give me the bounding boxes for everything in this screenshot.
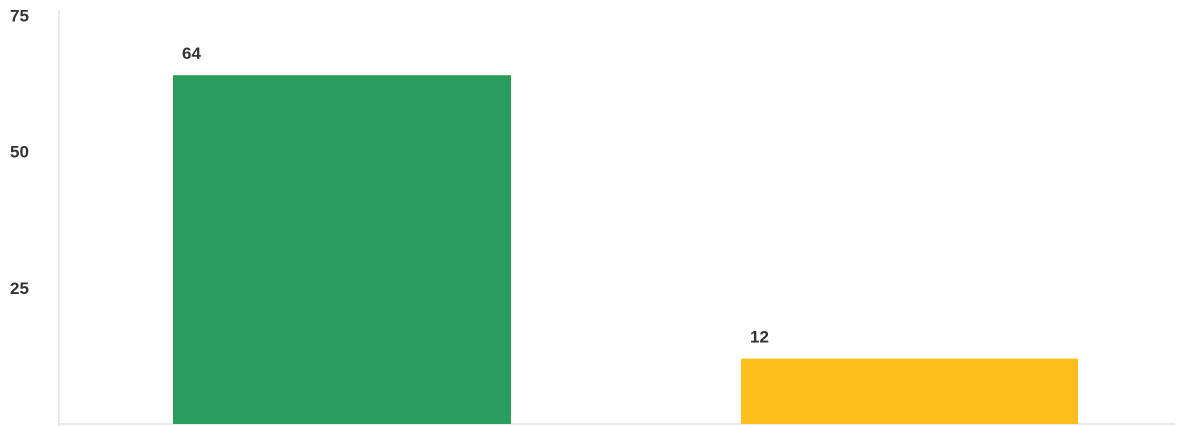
bar: [173, 75, 511, 424]
y-tick-label: 25: [10, 279, 29, 298]
bar: [741, 358, 1078, 424]
bar-value-label: 64: [182, 44, 201, 63]
y-axis-ticks: 25 50 75: [10, 6, 29, 298]
y-tick-label: 50: [10, 143, 29, 162]
data-labels: 64 12: [182, 44, 769, 346]
y-tick-label: 75: [10, 6, 29, 25]
bar-value-label: 12: [750, 328, 769, 347]
bars: [173, 75, 1078, 424]
